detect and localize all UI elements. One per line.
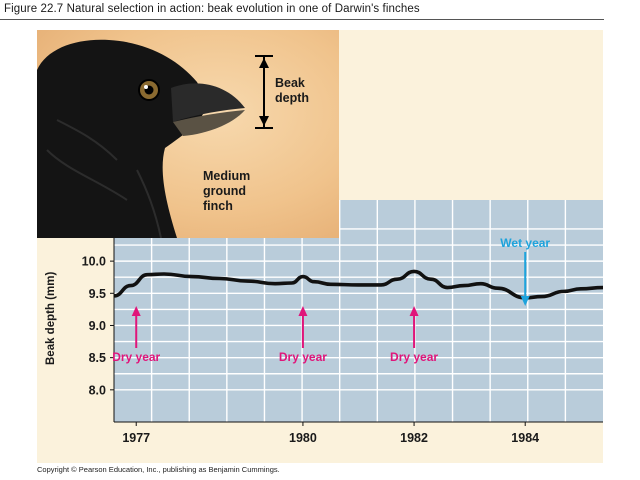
x-tick-label: 1977: [122, 431, 150, 445]
y-tick-label: 8.0: [89, 383, 106, 397]
dry-year-arrowhead: [409, 306, 419, 316]
caption-divider: [0, 19, 604, 20]
finch-body: [37, 39, 204, 238]
finch-feathers: [46, 119, 162, 238]
y-tick-label: 9.5: [89, 287, 106, 301]
copyright-notice: Copyright © Pearson Education, Inc., pub…: [37, 465, 280, 474]
finch-beak-upper: [171, 83, 245, 122]
x-tick-label: 1982: [400, 431, 428, 445]
dry-year-label: Dry year: [390, 350, 439, 364]
finch-name-label: Medium ground finch: [203, 169, 251, 213]
x-tick-label: 1980: [289, 431, 317, 445]
wet-year-label: Wet year: [500, 236, 551, 250]
finch-illustration: [37, 39, 273, 238]
beak-depth-label: Beak depth: [275, 76, 310, 105]
y-tick-label: 9.0: [89, 319, 106, 333]
figure-panel: 8.08.59.09.510.010.51977198019821984 Bea…: [37, 30, 603, 463]
dry-year-arrowhead: [131, 306, 141, 316]
x-tick-label: 1984: [511, 431, 539, 445]
y-tick-label: 8.5: [89, 351, 106, 365]
y-tick-label: 10.0: [82, 255, 106, 269]
dry-year-label: Dry year: [112, 350, 161, 364]
finch-beak-lower: [173, 110, 245, 136]
dry-year-label: Dry year: [278, 350, 327, 364]
finch-photo: [37, 30, 339, 238]
y-axis-title: Beak depth (mm): [45, 271, 57, 365]
figure-caption: Figure 22.7 Natural selection in action:…: [4, 3, 420, 15]
dry-year-arrowhead: [298, 306, 308, 316]
wet-year-arrowhead: [520, 296, 530, 306]
